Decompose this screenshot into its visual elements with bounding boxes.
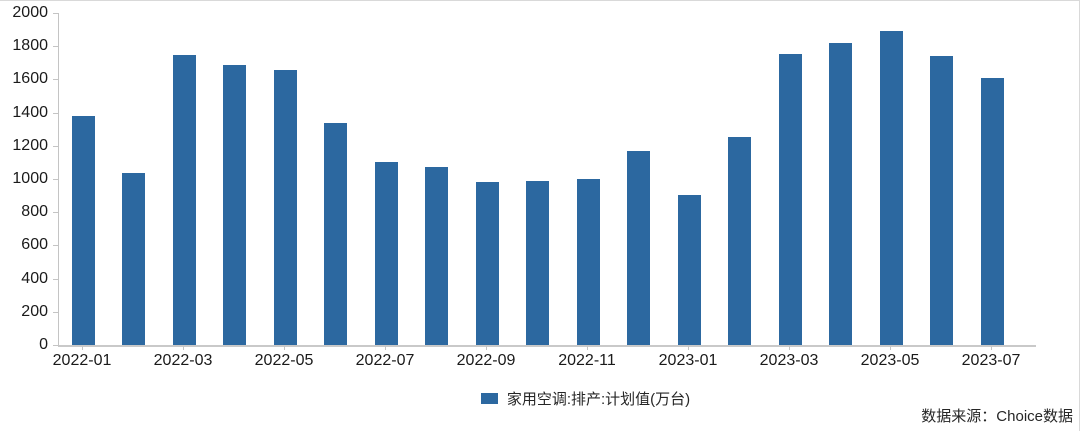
x-tick-mark xyxy=(587,346,588,350)
x-tick-mark xyxy=(991,346,992,350)
bar-2022-05 xyxy=(273,70,297,345)
y-tick-mark xyxy=(53,112,58,114)
bar-2022-02 xyxy=(122,173,145,345)
x-tick-mark xyxy=(82,346,83,350)
bar-2023-06 xyxy=(930,56,953,345)
y-tick-mark xyxy=(53,245,58,247)
y-tick-label-1000: 1000 xyxy=(12,170,48,187)
y-tick-mark xyxy=(53,79,58,81)
x-tick-label-2023-03: 2023-03 xyxy=(759,352,819,369)
y-tick-label-800: 800 xyxy=(21,203,48,221)
y-tick-mark xyxy=(53,179,58,180)
legend: 家用空调:排产:计划值(万台) xyxy=(46,388,1079,409)
y-tick-label-1400: 1400 xyxy=(12,103,48,121)
x-tick-mark xyxy=(183,346,184,350)
x-tick-mark xyxy=(385,346,386,350)
bar-2022-07 xyxy=(374,162,398,345)
plot-area xyxy=(58,13,1036,347)
y-tick-label-2000: 2000 xyxy=(12,4,48,21)
x-tick-mark xyxy=(486,346,487,350)
y-tick-mark xyxy=(53,46,58,48)
x-tick-label-2023-01: 2023-01 xyxy=(658,352,718,369)
y-tick-label-0: 0 xyxy=(39,336,48,353)
legend-label: 家用空调:排产:计划值(万台) xyxy=(506,391,691,408)
x-tick-label-2022-07: 2022-07 xyxy=(355,352,415,369)
x-tick-mark xyxy=(284,346,285,350)
y-tick-label-1600: 1600 xyxy=(12,70,48,88)
bar-2022-04 xyxy=(223,65,246,345)
y-tick-label-1200: 1200 xyxy=(12,136,48,154)
bar-2022-09 xyxy=(475,182,499,345)
x-tick-label-2022-11: 2022-11 xyxy=(558,352,616,369)
bar-2023-07 xyxy=(980,77,1004,345)
x-tick-label-2022-09: 2022-09 xyxy=(456,352,516,369)
y-tick-mark xyxy=(53,145,58,147)
x-tick-label-2022-05: 2022-05 xyxy=(254,352,314,369)
bar-2022-10 xyxy=(526,181,549,345)
y-tick-mark xyxy=(53,13,58,14)
bar-2022-06 xyxy=(324,122,347,345)
bar-2022-01 xyxy=(71,115,95,345)
y-tick-mark xyxy=(53,345,58,346)
bar-2023-04 xyxy=(829,42,852,345)
y-tick-mark xyxy=(53,311,58,313)
y-tick-label-200: 200 xyxy=(21,302,48,320)
bar-2022-12 xyxy=(627,150,650,345)
data-source-note: 数据来源：Choice数据 xyxy=(921,408,1073,425)
x-tick-label-2023-05: 2023-05 xyxy=(860,352,920,369)
y-tick-label-1800: 1800 xyxy=(12,37,48,55)
x-tick-label-2023-07: 2023-07 xyxy=(961,352,1021,369)
x-tick-mark xyxy=(789,346,790,350)
x-tick-label-2022-03: 2022-03 xyxy=(153,352,213,369)
x-tick-mark xyxy=(890,346,891,350)
bar-2023-01 xyxy=(677,194,701,345)
y-tick-label-400: 400 xyxy=(21,269,48,287)
bar-2023-03 xyxy=(778,53,802,345)
x-tick-mark xyxy=(688,346,689,350)
bar-2023-02 xyxy=(728,136,751,345)
legend-swatch xyxy=(480,393,498,404)
x-tick-label-2022-01: 2022-01 xyxy=(52,352,112,369)
bar-2022-08 xyxy=(425,166,448,345)
bar-2023-05 xyxy=(879,31,903,345)
y-tick-label-600: 600 xyxy=(21,236,48,254)
y-tick-mark xyxy=(53,212,58,214)
bar-2022-11 xyxy=(576,179,600,345)
bar-2022-03 xyxy=(172,55,196,345)
y-tick-mark xyxy=(53,278,58,280)
